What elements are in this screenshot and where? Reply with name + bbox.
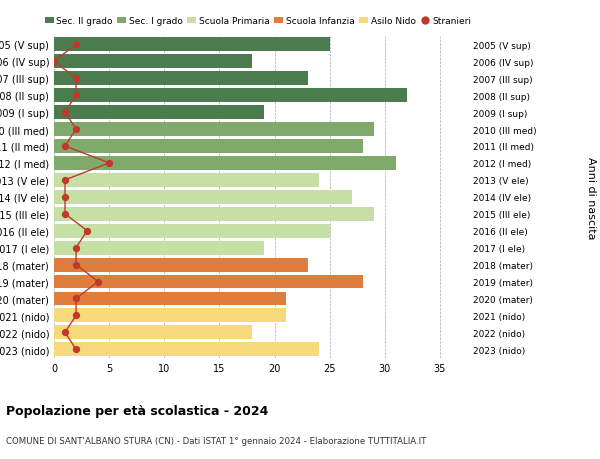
Bar (54, 55, 253, 69)
Point (49, 58, 59, 66)
Point (71, 261, 81, 269)
Bar (54, 292, 286, 306)
Point (60, 329, 70, 336)
Point (60, 194, 70, 201)
Bar (54, 275, 363, 289)
Point (71, 245, 81, 252)
Point (60, 109, 70, 117)
Point (71, 346, 81, 353)
Legend: Sec. II grado, Sec. I grado, Scuola Primaria, Scuola Infanzia, Asilo Nido, Stran: Sec. II grado, Sec. I grado, Scuola Prim… (44, 17, 472, 26)
Bar (54, 38, 329, 52)
Point (71, 75, 81, 83)
Point (60, 177, 70, 184)
Point (82, 228, 92, 235)
Bar (54, 326, 253, 340)
Bar (54, 157, 396, 170)
Text: Popolazione per età scolastica - 2024: Popolazione per età scolastica - 2024 (6, 404, 268, 417)
Bar (54, 89, 407, 103)
Bar (54, 190, 352, 204)
Text: Anni di nascita: Anni di nascita (586, 156, 596, 239)
Point (71, 41, 81, 49)
Bar (54, 174, 319, 187)
Point (60, 211, 70, 218)
Bar (54, 207, 374, 221)
Point (71, 295, 81, 302)
Bar (54, 140, 363, 154)
Bar (54, 241, 263, 255)
Text: COMUNE DI SANT'ALBANO STURA (CN) - Dati ISTAT 1° gennaio 2024 - Elaborazione TUT: COMUNE DI SANT'ALBANO STURA (CN) - Dati … (6, 436, 427, 445)
Bar (54, 72, 308, 86)
Bar (54, 224, 329, 238)
Bar (54, 123, 374, 137)
Point (60, 143, 70, 150)
Point (94, 278, 103, 285)
Bar (54, 309, 286, 323)
Point (71, 312, 81, 319)
Bar (54, 106, 263, 120)
Bar (54, 258, 308, 272)
Point (71, 126, 81, 134)
Bar (54, 342, 319, 357)
Point (71, 92, 81, 100)
Point (104, 160, 114, 167)
